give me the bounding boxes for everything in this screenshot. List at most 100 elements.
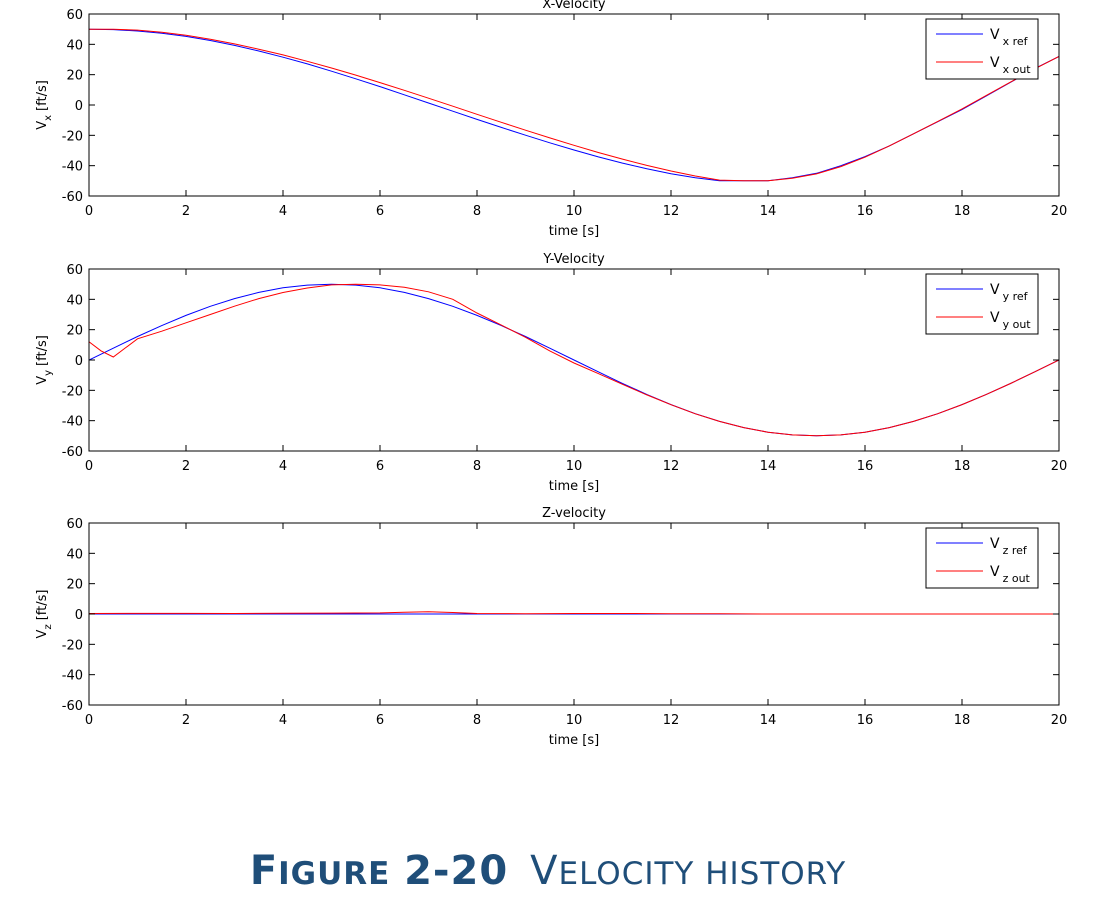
legend-entry-main: V: [990, 564, 1000, 580]
x-tick-label: 12: [663, 459, 680, 474]
x-tick-label: 6: [376, 459, 384, 474]
x-tick-label: 20: [1051, 204, 1068, 219]
y-tick-label: 40: [66, 38, 83, 53]
y-axis-label-sub: x: [43, 115, 54, 121]
x-tick-label: 2: [182, 204, 190, 219]
x-tick-label: 2: [182, 713, 190, 728]
y-axis-label-main: V: [35, 629, 50, 638]
legend-entry-sub: x out: [1003, 63, 1032, 76]
y-axis-label-sub: y: [43, 370, 54, 376]
y-tick-label: 60: [66, 517, 83, 532]
x-tick-label: 8: [473, 459, 481, 474]
chart-title: X-Velocity: [542, 0, 605, 12]
y-axis-label: Vy [ft/s]: [35, 335, 54, 385]
y-tick-label: -40: [62, 415, 83, 430]
x-tick-label: 16: [857, 204, 874, 219]
x-tick-label: 14: [760, 459, 777, 474]
x-axis-label: time [s]: [549, 224, 599, 239]
chart-title: Y-Velocity: [542, 252, 605, 267]
legend-box: [925, 527, 1039, 589]
y-axis-label-unit: [ft/s]: [35, 335, 50, 366]
x-axis-label: time [s]: [549, 479, 599, 494]
y-tick-label: -60: [62, 699, 83, 714]
y-tick-label: -40: [62, 669, 83, 684]
y-tick-label: 0: [75, 608, 83, 623]
plot-area: [88, 13, 1060, 197]
x-tick-label: 12: [663, 204, 680, 219]
y-axis-label-sub: z: [43, 624, 54, 629]
y-tick-label: -20: [62, 129, 83, 144]
y-tick-label: -20: [62, 384, 83, 399]
figure-caption: FIGURE 2-20 VELOCITY HISTORY: [0, 848, 1096, 894]
legend-entry-sub: z out: [1003, 572, 1031, 585]
legend-entry-sub: y ref: [1003, 290, 1029, 303]
legend-box: [925, 273, 1039, 335]
x-tick-label: 20: [1051, 459, 1068, 474]
y-tick-label: -60: [62, 190, 83, 205]
caption-number: 2-20: [404, 848, 509, 894]
y-tick-label: 20: [66, 578, 83, 593]
x-tick-label: 14: [760, 713, 777, 728]
x-tick-label: 8: [473, 204, 481, 219]
y-tick-label: 60: [66, 8, 83, 23]
chart-title: Z-velocity: [542, 506, 606, 521]
legend-entry-sub: x ref: [1003, 35, 1029, 48]
caption-v: V: [530, 848, 559, 894]
x-tick-label: 10: [566, 459, 583, 474]
legend-entry-main: V: [990, 536, 1000, 552]
x-tick-label: 16: [857, 713, 874, 728]
legend-entry-main: V: [990, 282, 1000, 298]
series-line-z-out: [89, 611, 1059, 615]
caption-elocity-history: ELOCITY HISTORY: [558, 856, 847, 892]
x-tick-label: 0: [85, 459, 93, 474]
y-tick-label: 0: [75, 99, 83, 114]
x-tick-label: 18: [954, 204, 971, 219]
series-line-x-out: [89, 28, 1059, 182]
y-tick-label: -40: [62, 160, 83, 175]
x-tick-label: 0: [85, 713, 93, 728]
x-tick-label: 14: [760, 204, 777, 219]
x-tick-label: 4: [279, 459, 287, 474]
x-tick-label: 18: [954, 713, 971, 728]
x-tick-label: 4: [279, 713, 287, 728]
caption-igure: IGURE: [278, 856, 391, 892]
y-axis-label: Vz [ft/s]: [35, 590, 54, 639]
series-line-y-ref: [89, 283, 1059, 437]
y-tick-label: -60: [62, 445, 83, 460]
caption-f: F: [249, 848, 279, 894]
y-tick-label: 20: [66, 324, 83, 339]
legend-entry-main: V: [990, 27, 1000, 43]
x-tick-label: 10: [566, 713, 583, 728]
y-axis-label-main: V: [35, 121, 50, 130]
legend-entry-main: V: [990, 310, 1000, 326]
x-tick-label: 10: [566, 204, 583, 219]
legend-entry-sub: z ref: [1003, 544, 1028, 557]
x-tick-label: 16: [857, 459, 874, 474]
velocity-charts: 0 2 4 6 8 10 12 14 16 18 20-60-40-200204060X-Veloc…: [35, 0, 1068, 748]
x-tick-label: 2: [182, 459, 190, 474]
x-tick-label: 12: [663, 713, 680, 728]
y-axis-label-unit: [ft/s]: [35, 590, 50, 621]
legend-entry-main: V: [990, 55, 1000, 71]
y-axis-label-unit: [ft/s]: [35, 80, 50, 111]
y-tick-label: 20: [66, 69, 83, 84]
y-tick-label: 40: [66, 293, 83, 308]
y-tick-label: 60: [66, 263, 83, 278]
y-axis-label: Vx [ft/s]: [35, 80, 54, 130]
y-tick-label: 40: [66, 547, 83, 562]
y-axis-label-main: V: [35, 376, 50, 385]
x-tick-label: 0: [85, 204, 93, 219]
y-tick-label: -20: [62, 638, 83, 653]
x-tick-label: 6: [376, 713, 384, 728]
x-tick-label: 18: [954, 459, 971, 474]
series-line-x-ref: [89, 28, 1059, 182]
legend-entry-sub: y out: [1003, 318, 1032, 331]
